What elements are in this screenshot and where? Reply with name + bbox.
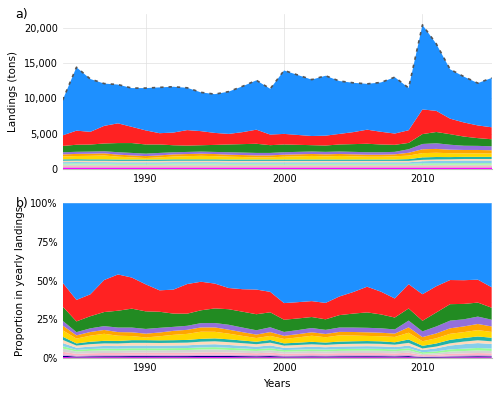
Y-axis label: Landings (tons): Landings (tons) (8, 51, 18, 132)
X-axis label: Years: Years (264, 379, 291, 389)
Text: a): a) (16, 8, 28, 21)
Text: b): b) (16, 197, 28, 210)
Y-axis label: Proportion in yearly landings: Proportion in yearly landings (14, 206, 24, 356)
